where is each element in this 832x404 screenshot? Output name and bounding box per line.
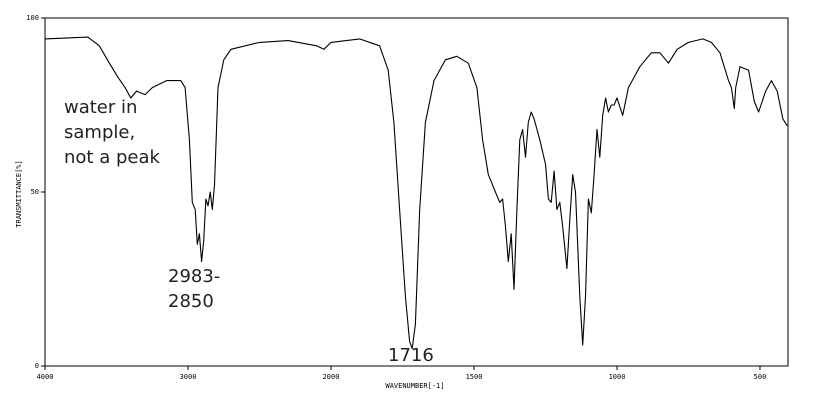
annotation: 2850 <box>168 291 214 312</box>
annotation: water in <box>64 97 137 118</box>
annotation: not a peak <box>64 147 160 168</box>
x-tick-label: 3000 <box>180 373 197 381</box>
y-tick-label: 50 <box>31 188 39 196</box>
x-tick-label: 1500 <box>466 373 483 381</box>
x-tick-label: 4000 <box>37 373 54 381</box>
x-tick-label: 2000 <box>323 373 340 381</box>
plot-frame <box>44 17 789 367</box>
x-tick-label: 500 <box>754 373 767 381</box>
spectrum-line <box>44 36 788 350</box>
y-tick-label: 0 <box>35 362 39 370</box>
x-axis-label: WAVENUMBER[-1] <box>385 382 444 390</box>
annotation: 2983- <box>168 266 220 287</box>
y-tick-label: 100 <box>26 14 39 22</box>
x-tick-label: 1000 <box>609 373 626 381</box>
annotation: sample, <box>64 122 135 143</box>
y-axis-label: TRANSMITTANCE[%] <box>15 160 23 227</box>
annotation: 1716 <box>388 345 434 366</box>
